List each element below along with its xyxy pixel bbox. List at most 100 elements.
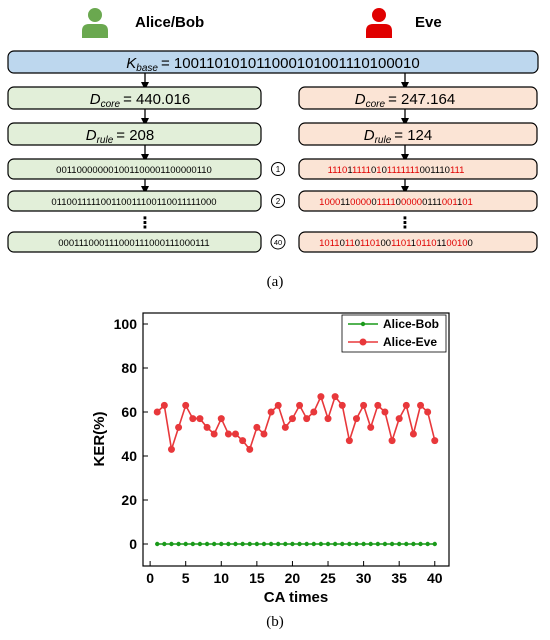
user-head — [88, 8, 102, 22]
point-alice-bob — [375, 541, 381, 547]
step-1-badge — [271, 162, 285, 176]
panel-b-caption: (b) — [266, 614, 284, 630]
point-alice-bob — [233, 541, 238, 547]
bit-segment: 0010 — [446, 238, 467, 249]
bit-segment: 11 — [437, 238, 447, 249]
point-alice-eve — [260, 430, 268, 438]
left-row-1-box — [7, 158, 262, 180]
bit-segment: 1000 — [319, 197, 340, 208]
point-alice-eve — [196, 415, 204, 423]
point-alice-eve — [360, 401, 368, 409]
point-alice-bob — [340, 541, 345, 547]
right-row-2-box — [298, 190, 538, 212]
user-head — [372, 8, 386, 22]
point-alice-eve — [203, 423, 211, 431]
point-alice-eve — [288, 415, 296, 423]
point-alice-bob — [304, 541, 309, 547]
point-alice-eve — [253, 423, 261, 431]
point-alice-eve — [352, 415, 360, 423]
bit-segment: 01 — [462, 197, 473, 208]
bit-segment: 11 — [345, 238, 355, 249]
bit-segment: 1 — [411, 238, 416, 249]
x-axis-label: CA times — [264, 589, 328, 606]
point-alice-bob — [311, 541, 316, 547]
point-alice-bob — [176, 541, 181, 547]
x-tick-label: 30 — [356, 570, 372, 586]
point-alice-eve — [224, 430, 232, 438]
y-tick-label: 40 — [121, 448, 137, 464]
point-alice-eve — [409, 430, 417, 438]
bit-segment: 0 — [371, 165, 376, 176]
point-alice-eve — [274, 401, 282, 409]
y-ticks: 0 20 40 60 80 100 — [114, 316, 148, 552]
point-alice-bob — [432, 541, 437, 547]
point-alice-eve — [303, 415, 311, 423]
panel-a-caption: (a) — [267, 274, 284, 290]
y-axis-label: KER(%) — [91, 411, 108, 466]
y-tick-label: 60 — [121, 404, 137, 420]
left-drule-text: Drule = 208 — [86, 127, 155, 146]
point-alice-eve — [402, 401, 410, 409]
point-alice-eve — [281, 423, 289, 431]
bit-segment: 0 — [371, 197, 376, 208]
point-alice-bob — [204, 541, 210, 547]
point-alice-eve — [324, 415, 332, 423]
series-lines — [153, 393, 439, 547]
point-alice-eve — [232, 430, 240, 438]
point-alice-bob — [325, 541, 331, 547]
alice-bob-label: Alice/Bob — [135, 14, 204, 31]
right-row-1-bits: 1110111110101111111001110111 — [328, 165, 465, 176]
legend-alice-bob-label: Alice-Bob — [383, 317, 439, 331]
bit-segment: 1 — [347, 165, 352, 176]
point-alice-eve — [431, 437, 439, 445]
right-row-40-bits: 101101101101001101101101100100 — [319, 238, 473, 249]
point-alice-eve — [217, 415, 225, 423]
point-alice-bob — [169, 541, 174, 547]
legend-box — [341, 314, 447, 353]
point-alice-bob — [332, 541, 338, 547]
point-alice-bob — [268, 541, 274, 547]
left-dcore-text: Dcore = 440.016 — [90, 91, 190, 110]
x-ticks: 0 5 10 15 20 25 30 35 40 — [146, 561, 443, 586]
user-body — [366, 24, 392, 38]
bit-segment: 0 — [382, 165, 387, 176]
y-tick-label: 0 — [129, 536, 137, 552]
left-row-40-bits: 000111000111000111000111000111 — [58, 238, 209, 249]
bit-segment: 0 — [396, 197, 401, 208]
bit-segment: 0111 — [422, 197, 442, 208]
right-row-40-box — [298, 231, 538, 253]
bit-segment: 001110 — [420, 165, 450, 176]
point-alice-eve — [317, 393, 325, 401]
point-alice-bob — [396, 541, 402, 547]
point-alice-eve — [417, 401, 425, 409]
plot-frame — [142, 312, 450, 567]
point-alice-eve — [239, 437, 247, 445]
point-alice-eve — [160, 401, 168, 409]
point-alice-eve — [367, 423, 375, 431]
point-alice-bob — [276, 541, 281, 547]
point-alice-bob — [389, 541, 395, 547]
left-ellipsis: ⋮ — [137, 215, 153, 232]
step-40-label: 40 — [274, 238, 282, 247]
point-alice-bob — [354, 541, 359, 547]
bit-segment: 1111 — [377, 197, 396, 208]
eve-user-icon — [366, 8, 392, 38]
panel-b: 0 20 40 60 80 100 0 5 10 15 20 25 30 35 40 Alice-Bob … — [91, 312, 450, 630]
point-alice-eve — [246, 445, 254, 453]
bit-segment: 1 — [376, 165, 381, 176]
bit-segment: 1 — [457, 197, 462, 208]
point-alice-bob — [247, 541, 252, 547]
x-tick-label: 25 — [320, 570, 336, 586]
eve-label: Eve — [415, 14, 442, 31]
point-alice-eve — [210, 430, 218, 438]
point-alice-eve — [338, 401, 346, 409]
point-alice-eve — [331, 393, 339, 401]
kbase-box — [7, 50, 539, 74]
point-alice-bob — [197, 541, 203, 547]
bit-segment: 1110 — [328, 165, 348, 176]
point-alice-eve — [175, 423, 183, 431]
point-alice-eve — [345, 437, 353, 445]
bit-segment: 00 — [380, 238, 391, 249]
bit-segment: 1101 — [360, 238, 380, 249]
right-dcore-text: Dcore = 247.164 — [355, 91, 455, 110]
